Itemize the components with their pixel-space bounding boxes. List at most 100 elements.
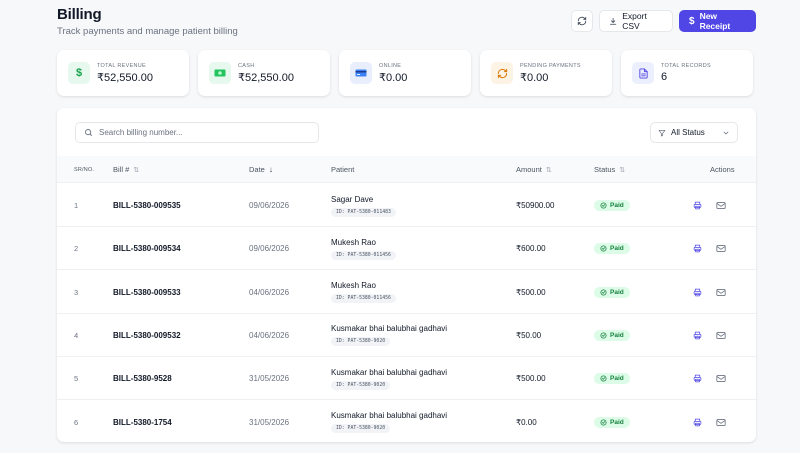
- cash-icon: [214, 69, 226, 77]
- email-icon[interactable]: [716, 244, 726, 253]
- patient-name: Sagar Dave: [331, 194, 374, 204]
- check-circle-icon: [600, 202, 607, 209]
- column-status[interactable]: Status ⇅: [594, 156, 625, 183]
- patient-cell: Mukesh Rao ID: PAT-5380-011456: [331, 271, 396, 314]
- column-actions-label: Actions: [710, 165, 735, 174]
- export-csv-label: Export CSV: [622, 11, 647, 31]
- actions-cell: [693, 401, 726, 443]
- page-subtitle: Track payments and manage patient billin…: [57, 26, 238, 37]
- stat-value: ₹0.00: [379, 71, 408, 84]
- print-icon[interactable]: [693, 331, 702, 340]
- email-icon[interactable]: [716, 331, 726, 340]
- print-icon[interactable]: [693, 244, 702, 253]
- filter-icon: [658, 129, 666, 136]
- status-cell: Paid: [594, 227, 630, 270]
- check-circle-icon: [600, 332, 607, 339]
- email-icon[interactable]: [716, 201, 726, 210]
- stat-value: ₹52,550.00: [238, 71, 294, 84]
- download-icon: [609, 17, 617, 25]
- bill-number: BILL-5380-009532: [113, 330, 181, 340]
- patient-cell: Kusmakar bhai balubhai gadhavi ID: PAT-53…: [331, 401, 447, 443]
- column-amount-label: Amount: [516, 165, 542, 174]
- patient-cell: Kusmakar bhai balubhai gadhavi ID: PAT-53…: [331, 357, 447, 400]
- actions-cell: [693, 271, 726, 314]
- email-icon[interactable]: [716, 288, 726, 297]
- print-icon[interactable]: [693, 418, 702, 427]
- status-label: Paid: [610, 288, 624, 296]
- actions-cell: [693, 227, 726, 270]
- table-row[interactable]: 5 BILL-5380-9528 31/05/2026 Kusmakar bhai b…: [57, 357, 756, 401]
- table-row[interactable]: 1 BILL-5380-009535 09/06/2026 Sagar Dave ID:…: [57, 184, 756, 227]
- bill-amount: ₹500.00: [516, 287, 546, 297]
- stat-label: Online: [379, 62, 402, 69]
- status-label: Paid: [610, 375, 624, 383]
- document-icon: [638, 67, 648, 79]
- column-status-label: Status: [594, 165, 616, 174]
- print-icon[interactable]: [693, 374, 702, 383]
- bill-date: 04/06/2026: [249, 330, 290, 340]
- bill-date: 04/06/2026: [249, 287, 290, 297]
- table-row[interactable]: 3 BILL-5380-009533 04/06/2026 Mukesh Rao ID:…: [57, 271, 756, 314]
- check-circle-icon: [600, 418, 607, 426]
- row-sr: 1: [74, 201, 79, 210]
- table-row[interactable]: 2 BILL-5380-009534 09/06/2026 Mukesh Rao ID:…: [57, 227, 756, 271]
- email-icon[interactable]: [716, 374, 726, 383]
- stat-card-online: Online ₹0.00: [339, 50, 471, 96]
- refresh-button[interactable]: [571, 10, 593, 32]
- status-badge: Paid: [594, 200, 630, 211]
- status-label: Paid: [610, 202, 624, 209]
- sort-icon: ⇅: [133, 166, 140, 174]
- search-placeholder: Search billing number...: [99, 128, 183, 137]
- stat-card-total-revenue: $ Total Revenue ₹52,550.00: [57, 50, 189, 96]
- bill-amount: ₹600.00: [516, 244, 546, 254]
- print-icon[interactable]: [693, 288, 702, 297]
- email-icon[interactable]: [716, 418, 726, 427]
- table-row[interactable]: 6 BILL-5380-1754 31/05/2026 Kusmakar bhai b…: [57, 401, 756, 443]
- status-badge: Paid: [594, 416, 630, 428]
- status-cell: Paid: [594, 357, 630, 400]
- patient-id-badge: ID: PAT-5380-9020: [331, 380, 391, 390]
- column-bill[interactable]: Bill # ⇅: [113, 156, 139, 183]
- stat-label: Pending Payments: [520, 62, 581, 69]
- stats-row: $ Total Revenue ₹52,550.00 Cash ₹52,550.…: [57, 50, 753, 96]
- bill-amount: ₹500.00: [516, 374, 546, 384]
- row-sr: 2: [74, 244, 79, 254]
- status-label: Paid: [610, 418, 624, 426]
- status-label: Paid: [610, 331, 624, 339]
- check-circle-icon: [600, 289, 607, 296]
- bill-number: BILL-5380-1754: [113, 417, 172, 427]
- check-circle-icon: [600, 245, 607, 252]
- status-badge: Paid: [594, 243, 630, 255]
- patient-id-badge: ID: PAT-5380-011456: [331, 294, 396, 304]
- status-badge: Paid: [594, 286, 630, 298]
- page-header: Billing Track payments and manage patien…: [57, 6, 238, 37]
- status-filter-select[interactable]: All Status: [650, 122, 738, 143]
- patient-name: Mukesh Rao: [331, 237, 376, 247]
- bill-number: BILL-5380-009533: [113, 287, 181, 297]
- column-amount[interactable]: Amount ⇅: [516, 156, 552, 183]
- stat-icon-box: [350, 62, 372, 84]
- stat-value: ₹52,550.00: [97, 71, 153, 84]
- column-date-label: Date: [249, 165, 265, 174]
- dollar-icon: $: [75, 67, 83, 79]
- export-csv-button[interactable]: Export CSV: [599, 10, 673, 32]
- patient-id-badge: ID: PAT-5380-011456: [331, 250, 396, 260]
- print-icon[interactable]: [693, 201, 702, 210]
- column-bill-label: Bill #: [113, 165, 130, 174]
- stat-value: 6: [661, 71, 668, 83]
- table-row[interactable]: 4 BILL-5380-009532 04/06/2026 Kusmakar bhai…: [57, 314, 756, 357]
- status-filter-value: All Status: [671, 128, 705, 137]
- stat-label: Total Records: [661, 63, 711, 69]
- bill-date: 09/06/2026: [249, 201, 290, 210]
- search-input[interactable]: Search billing number...: [75, 122, 319, 143]
- table-header: SR/NO. Bill # ⇅ Date ↓ Patient Amount ⇅ …: [57, 156, 756, 183]
- header-actions: Export CSV $ New Receipt: [571, 10, 756, 32]
- check-circle-icon: [600, 375, 607, 382]
- new-receipt-button[interactable]: $ New Receipt: [679, 10, 756, 32]
- patient-id-badge: ID: PAT-5380-011483: [331, 207, 396, 217]
- search-icon: [85, 129, 92, 136]
- stat-label: Cash: [238, 62, 255, 69]
- bill-number: BILL-5380-009535: [113, 201, 181, 210]
- bill-amount: ₹50900.00: [516, 201, 555, 210]
- column-date[interactable]: Date ↓: [249, 156, 273, 183]
